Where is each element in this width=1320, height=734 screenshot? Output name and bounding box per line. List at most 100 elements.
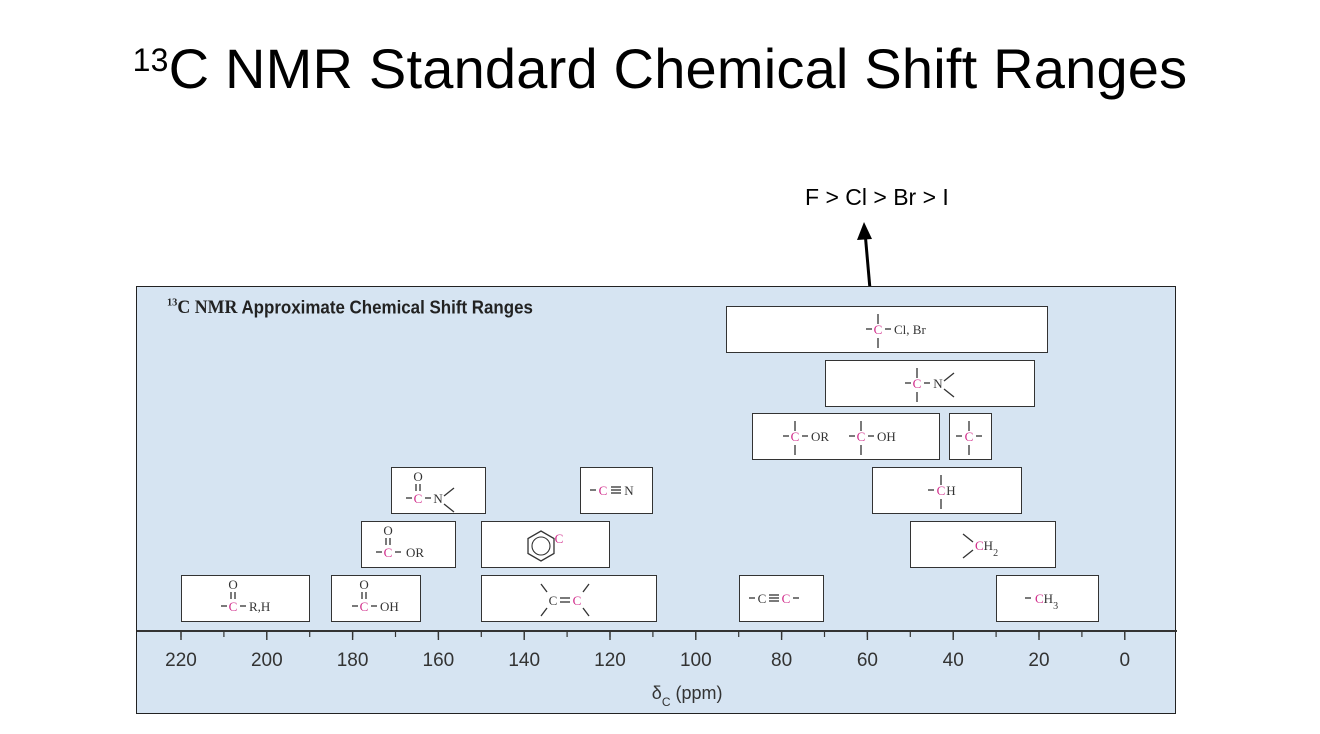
structure-drawing: OC OH bbox=[351, 577, 398, 614]
structure-c-halo: C Cl, Br bbox=[727, 307, 1047, 352]
carbon-atom: C bbox=[599, 483, 608, 498]
ch3-group: CH3 bbox=[1035, 591, 1058, 612]
carbon-atom: C bbox=[229, 599, 238, 614]
nitrogen-atom: N bbox=[933, 376, 943, 391]
x-tick-label: 0 bbox=[1120, 650, 1131, 671]
chart-title-prefix: C NMR bbox=[177, 297, 238, 319]
bond bbox=[443, 503, 455, 513]
structure-drawing: C Cl, Br bbox=[866, 314, 927, 348]
structure-ketone: O C R,H bbox=[182, 576, 309, 621]
x-tick-label: 80 bbox=[771, 650, 792, 671]
structure-drawing: CH2 bbox=[962, 533, 998, 559]
range-box-methyl: CH3 bbox=[996, 575, 1100, 622]
hydrogen-atom: H bbox=[947, 483, 956, 498]
chlorine-bromine: Cl, Br bbox=[894, 322, 926, 337]
benzene-ring bbox=[527, 530, 555, 562]
halogen-order-note: F > Cl > Br > I bbox=[805, 184, 949, 210]
structure-drawing: C bbox=[955, 421, 982, 455]
structure-ester: O C OR bbox=[362, 522, 454, 567]
bond bbox=[540, 583, 548, 593]
carbon-atom: C bbox=[874, 322, 883, 337]
ch2-subscript: 2 bbox=[993, 548, 998, 559]
chart-title: 13C NMR Approximate Chemical Shift Range… bbox=[167, 297, 533, 319]
carbon-atom: C bbox=[857, 429, 866, 444]
structure-group: C OR C OH bbox=[783, 421, 896, 455]
bond bbox=[962, 533, 974, 543]
aromatic-circle bbox=[531, 536, 551, 556]
carbon-atom: C bbox=[384, 545, 393, 560]
carbon-atom: C bbox=[782, 591, 791, 606]
structure-acid: O C OH bbox=[332, 576, 420, 621]
carbon-atom: C bbox=[414, 491, 423, 506]
slide-title-superscript: 13 bbox=[132, 42, 169, 78]
or-group: OR bbox=[406, 545, 424, 560]
structure-group: C Cl, Br bbox=[866, 314, 927, 348]
range-box-aromatic: C bbox=[481, 521, 610, 568]
carbon-atom: C bbox=[975, 538, 984, 553]
structure-group: OC OR bbox=[375, 523, 424, 560]
x-tick-label: 120 bbox=[594, 650, 626, 671]
structure-drawing: OC N bbox=[405, 469, 455, 513]
chart-panel: 13C NMR Approximate Chemical Shift Range… bbox=[136, 286, 1177, 714]
slide-title: 13C NMR Standard Chemical Shift Ranges bbox=[0, 36, 1320, 101]
structure-group: CH2 bbox=[962, 533, 998, 559]
x-tick-label: 20 bbox=[1028, 650, 1049, 671]
oxygen-atom: O bbox=[228, 577, 237, 592]
carbon-atom: C bbox=[359, 599, 368, 614]
range-box-quaternary: C bbox=[948, 413, 992, 460]
x-axis-label-subscript: C bbox=[662, 695, 671, 709]
structure-group: C bbox=[955, 421, 982, 455]
carbon-atom: C bbox=[1035, 591, 1044, 606]
structure-drawing: C bbox=[527, 530, 563, 562]
oxygen-atom: O bbox=[383, 523, 392, 538]
range-box-ether-alcohol: C OR C OH bbox=[751, 413, 941, 460]
structure-c-quat: C bbox=[950, 414, 991, 459]
x-tick-label: 140 bbox=[508, 650, 540, 671]
structure-group: CH3 bbox=[1025, 591, 1058, 612]
carbon-atom: C bbox=[937, 483, 946, 498]
structure-drawing: CH3 bbox=[1025, 591, 1058, 612]
x-tick-label: 220 bbox=[165, 650, 197, 671]
structure-group: OC N bbox=[405, 469, 455, 513]
structure-drawing: C OR C OH bbox=[783, 421, 896, 455]
range-box-methylene: CH2 bbox=[910, 521, 1057, 568]
slide-title-text: C NMR Standard Chemical Shift Ranges bbox=[168, 37, 1188, 100]
x-tick-label: 180 bbox=[337, 650, 369, 671]
bond bbox=[943, 372, 955, 382]
chart-title-superscript: 13 bbox=[167, 297, 178, 309]
structure-drawing: OC OR bbox=[375, 523, 424, 560]
ch3-subscript: 3 bbox=[1053, 601, 1058, 612]
range-box-ester: O C OR bbox=[361, 521, 456, 568]
or-group: OR bbox=[811, 429, 829, 444]
oxygen-atom: O bbox=[359, 577, 368, 592]
plot-area: 220 200 180 160 140 120 100 80 60 40 20 0δC (ppm) bbox=[137, 630, 1177, 709]
carbon-atom: C bbox=[572, 593, 581, 608]
x-axis-label-unit: (ppm) bbox=[671, 683, 723, 703]
x-tick-label: 40 bbox=[943, 650, 964, 671]
structure-drawing: OC R,H bbox=[220, 577, 270, 614]
halogen-arrow-head bbox=[857, 222, 872, 240]
range-box-carboxylic-acid: O C OH bbox=[331, 575, 422, 622]
bond bbox=[540, 607, 548, 617]
x-tick-label: 60 bbox=[857, 650, 878, 671]
carbon-atom: C bbox=[965, 429, 974, 444]
carbon-atom: C bbox=[758, 591, 767, 606]
oh-group: OH bbox=[877, 429, 896, 444]
carbon-atom: C bbox=[555, 531, 564, 546]
structure-ch2: CH2 bbox=[911, 522, 1055, 567]
